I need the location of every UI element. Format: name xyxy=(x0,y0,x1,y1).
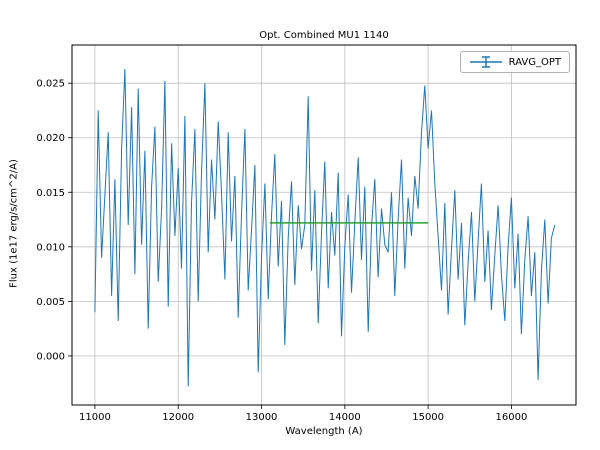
tick-labels: 11000 12000 13000 14000 15000 16000 0.000 0.005… xyxy=(36,79,527,423)
axis-ticks xyxy=(68,82,512,409)
axes-border xyxy=(71,44,577,406)
x-tick-label: 13000 xyxy=(246,412,278,423)
y-tick-label: 0.015 xyxy=(36,188,65,199)
y-tick-label: 0.000 xyxy=(36,351,65,362)
x-tick-label: 15000 xyxy=(412,412,444,423)
y-tick-label: 0.010 xyxy=(36,242,65,253)
legend-label: RAVG_OPT xyxy=(508,56,561,68)
legend: RAVG_OPT xyxy=(459,51,570,73)
x-tick-label: 11000 xyxy=(79,412,111,423)
x-tick-label: 14000 xyxy=(329,412,361,423)
y-tick-label: 0.020 xyxy=(36,133,65,144)
x-axis-label: Wavelength (A) xyxy=(285,426,363,437)
spectrum-line xyxy=(94,68,556,387)
y-tick-label: 0.025 xyxy=(36,79,65,90)
x-tick-label: 16000 xyxy=(496,412,528,423)
y-tick-label: 0.005 xyxy=(36,297,65,308)
x-tick-label: 12000 xyxy=(162,412,194,423)
y-axis-label: Flux (1e17 erg/s/cm^2/A) xyxy=(8,159,20,288)
chart-title: Opt. Combined MU1 1140 xyxy=(259,30,389,41)
legend-errorbar-sample-icon xyxy=(469,56,502,68)
gridlines xyxy=(72,45,576,405)
